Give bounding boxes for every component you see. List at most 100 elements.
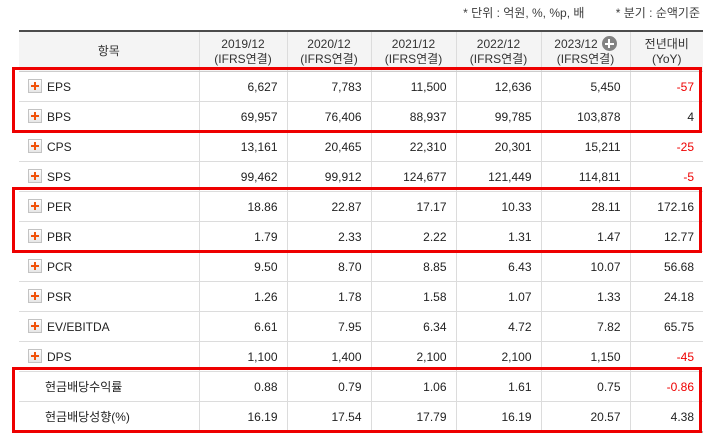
yoy-value-cell: -5 [629,161,703,192]
value-cell: 4.72 [455,311,541,342]
column-header: 2023/12 (IFRS연결) [540,31,630,72]
row-label-cell: EPS [19,72,199,102]
value-cell: 1.79 [198,221,287,252]
column-header-line2: (IFRS연결) [556,52,615,66]
value-cell: 1,150 [540,341,630,372]
column-header-line1: 전년대비 [644,36,689,51]
value-cell: 1,400 [286,341,371,372]
value-cell: 1.47 [540,221,630,252]
value-cell: 15,211 [540,131,630,162]
value-cell: 7.95 [286,311,371,342]
table-row-sps: SPS 99,462 99,912 124,677 121,449 114,811 -5 [19,161,703,192]
table-row-psr: PSR 1.26 1.78 1.58 1.07 1.33 24.18 [19,281,703,312]
column-header: 2019/12 (IFRS연결) [198,31,287,72]
value-cell: 1.31 [455,221,541,252]
row-label-cell: PER [19,192,199,222]
row-label-cell: PCR [19,252,199,282]
value-cell: 20.57 [540,401,630,432]
column-header-line2: (IFRS연결) [384,51,443,66]
expand-plus-icon[interactable] [28,229,42,243]
row-label: PBR [47,230,72,244]
value-cell: 2,100 [455,341,541,372]
yoy-value-cell: 24.18 [629,281,703,312]
value-cell: 1.58 [370,281,456,312]
row-label-cell: PBR [19,222,199,252]
yoy-value-cell: -57 [629,71,703,102]
value-cell: 6.34 [370,311,456,342]
value-cell: 6,627 [198,71,287,102]
metrics-table: 항목 2019/12 (IFRS연결) 2020/12 (IFRS연결) 2021/12… [19,30,703,433]
yoy-value-cell: 4 [629,101,703,132]
row-label-cell: 현금배당수익률 [19,372,199,402]
yoy-value-cell: -0.86 [629,371,703,402]
row-label-cell: CPS [19,132,199,162]
expand-plus-icon[interactable] [28,199,42,213]
yoy-value-cell: 12.77 [629,221,703,252]
column-header-line2: (YoY) [651,51,682,66]
row-label: EV/EBITDA [47,320,110,334]
unit-note: * 단위 : 억원, %, %p, 배 [463,6,585,20]
value-cell: 20,301 [455,131,541,162]
value-cell: 0.88 [198,371,287,402]
value-cell: 88,937 [370,101,456,132]
value-cell: 11,500 [370,71,456,102]
column-header: 2021/12 (IFRS연결) [370,31,456,72]
expand-plus-icon[interactable] [28,319,42,333]
expand-plus-icon[interactable] [28,349,42,363]
value-cell: 2,100 [370,341,456,372]
value-cell: 28.11 [540,191,630,222]
value-cell: 18.86 [198,191,287,222]
value-cell: 1.26 [198,281,287,312]
value-cell: 1,100 [198,341,287,372]
table-row-ev-ebitda: EV/EBITDA 6.61 7.95 6.34 4.72 7.82 65.75 [19,311,703,342]
table-row-bps: BPS 69,957 76,406 88,937 99,785 103,878 4 [19,101,703,132]
value-cell: 6.61 [198,311,287,342]
period-basis-note: * 분기 : 순액기준 [615,6,700,20]
value-cell: 1.33 [540,281,630,312]
expand-plus-icon[interactable] [28,79,42,93]
value-cell: 9.50 [198,251,287,282]
column-header: 2022/12 (IFRS연결) [455,31,541,72]
value-cell: 124,677 [370,161,456,192]
row-label: SPS [47,170,72,184]
expand-plus-icon[interactable] [28,169,42,183]
value-cell: 17.17 [370,191,456,222]
expand-plus-icon[interactable] [28,139,42,153]
value-cell: 2.22 [370,221,456,252]
value-cell: 10.07 [540,251,630,282]
yoy-value-cell: -45 [629,341,703,372]
value-cell: 17.79 [370,401,456,432]
row-label: 현금배당수익률 [45,380,123,394]
value-cell: 99,912 [286,161,371,192]
table-row-eps: EPS 6,627 7,783 11,500 12,636 5,450 -57 [19,71,703,102]
value-cell: 16.19 [198,401,287,432]
value-cell: 12,636 [455,71,541,102]
value-cell: 103,878 [540,101,630,132]
value-cell: 20,465 [286,131,371,162]
row-label: PER [47,200,72,214]
column-header-line1: 2022/12 [476,36,521,51]
value-cell: 10.33 [455,191,541,222]
column-header-line2: (IFRS연결) [214,51,272,66]
row-label-cell: DPS [19,342,199,372]
value-cell: 16.19 [455,401,541,432]
expand-plus-icon[interactable] [28,289,42,303]
yoy-value-cell: 172.16 [629,191,703,222]
expand-plus-icon[interactable] [28,259,42,273]
value-cell: 7,783 [286,71,371,102]
column-header-line1: 2019/12 [221,36,265,51]
expand-plus-icon[interactable] [28,109,42,123]
value-cell: 76,406 [286,101,371,132]
value-cell: 1.61 [455,371,541,402]
value-cell: 1.06 [370,371,456,402]
row-label: DPS [47,350,72,364]
row-label: PCR [47,260,73,274]
row-label: 현금배당성향(%) [45,410,130,424]
table-row-pcr: PCR 9.50 8.70 8.85 6.43 10.07 56.68 [19,251,703,282]
add-column-icon[interactable] [601,36,617,51]
table-row-dps: DPS 1,100 1,400 2,100 2,100 1,150 -45 [19,341,703,372]
yoy-value-cell: 56.68 [629,251,703,282]
value-cell: 5,450 [540,71,630,102]
table-row-per: PER 18.86 22.87 17.17 10.33 28.11 172.16 [19,191,703,222]
